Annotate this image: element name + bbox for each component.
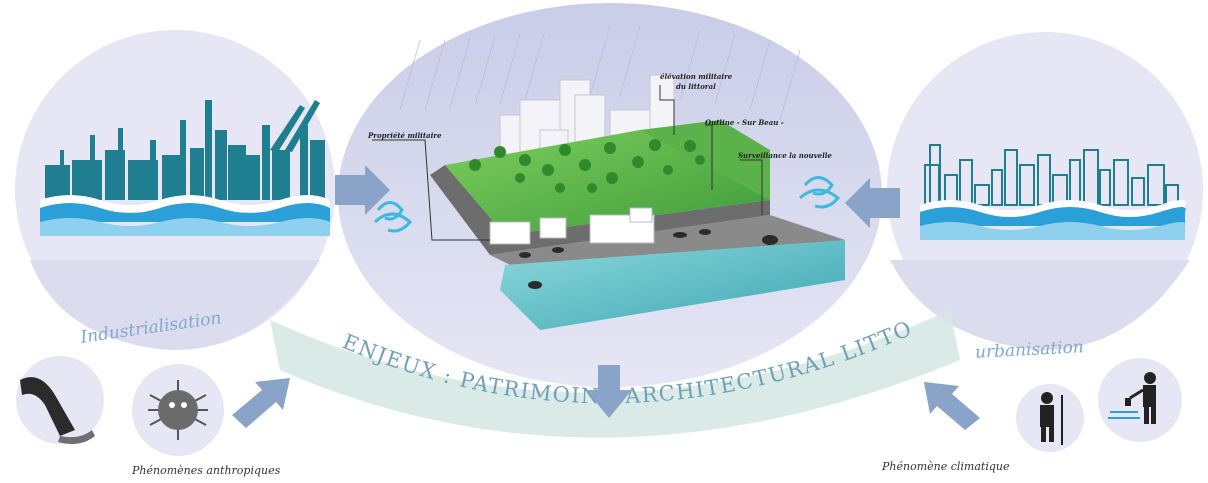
rocks [519,229,778,289]
rain-streaks [399,25,801,121]
litter-person-icon [1125,372,1156,424]
enjeux-banner [270,310,960,438]
right-waves [920,200,1186,240]
sea [500,240,845,330]
left-circle-tail [30,260,320,351]
coastal-landscape-illustration [372,74,845,330]
arrow-down-center-icon [586,365,632,418]
annotation-surveillance: Surveillance la nouvelle [738,151,832,160]
fisherman-icon [1040,392,1063,445]
water-lines-icon [1108,411,1140,419]
pollution-pipe-circle [16,356,104,444]
trees [469,139,705,193]
annotation-elevation: élévation militaire [660,72,733,81]
climatic-caption: Phénomène climatique [882,460,1010,473]
annotation-outline: Outline - Sur Beau - [705,118,784,127]
litter-circle [1098,358,1182,442]
pollution-pipe-icon [20,377,75,436]
quay-buildings [489,207,655,245]
climatic-icons [1016,358,1182,452]
annotation-lines [372,85,763,241]
arrow-climatic-up-icon [924,382,980,430]
arrow-left-to-center-icon [335,165,390,215]
arrow-anthropic-up-icon [232,378,290,428]
right-circle-group [887,32,1203,351]
left-wind-wave-icon [373,201,413,233]
arrow-right-to-center-icon [845,178,900,228]
pollution-flow [58,430,95,444]
annotation-elevation-line2: du littoral [676,82,716,91]
anthropic-icons [16,356,224,456]
industrial-skyline-icon [45,100,325,200]
left-waves [40,195,330,236]
right-circle-tail [890,260,1190,351]
anthropic-caption: Phénomènes anthropiques [132,464,281,477]
annotation-propriete: Propriété militaire [368,131,442,140]
right-wind-wave-icon [799,176,841,209]
